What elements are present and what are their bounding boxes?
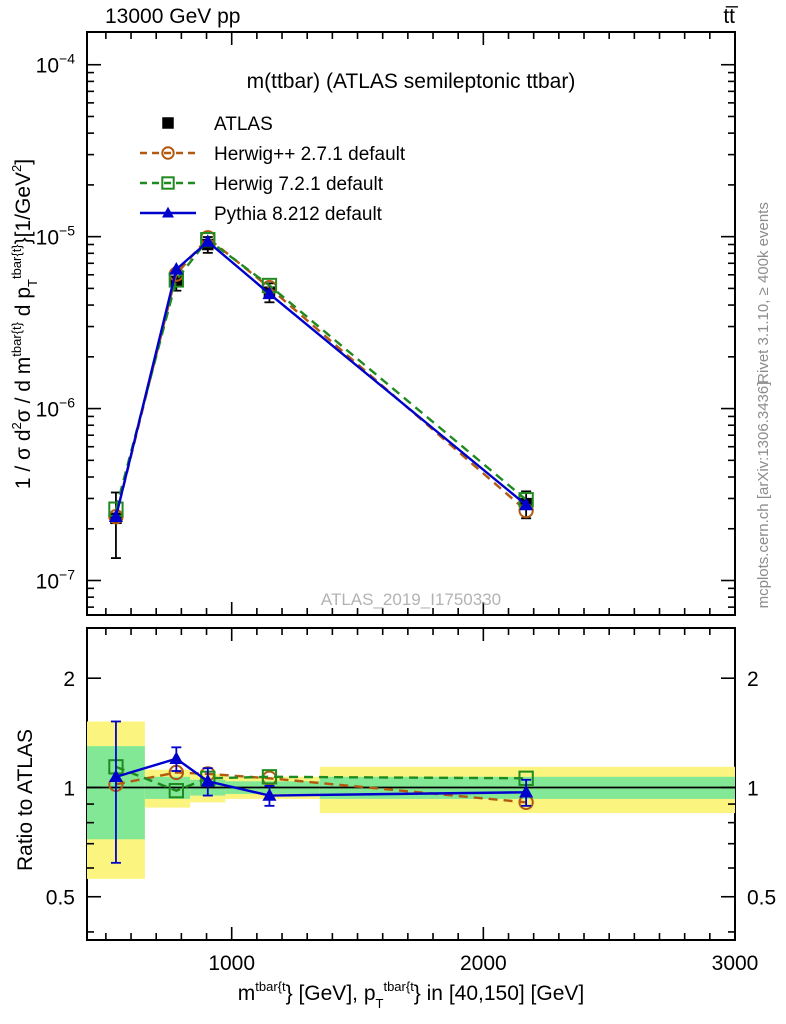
legend-label: Herwig 7.2.1 default — [214, 174, 384, 195]
header-right-label: tt̅ — [723, 5, 739, 28]
xlabel-sup-1: tbar{t — [255, 979, 286, 994]
xlabel-sup-2: tbar{t — [383, 979, 414, 994]
series-pythia — [108, 234, 534, 522]
ratio-y-tick-label-right-0: 2 — [747, 668, 759, 691]
ratio-panel: 2 21 10.5 0.5 Ratio to ATLAS mtbar{t} [GeV]… — [14, 627, 776, 1011]
data-marker-triangle-filled — [200, 773, 215, 787]
mcplots-reference-label: mcplots.cern.ch [arXiv:1306.3436] — [755, 382, 772, 609]
analysis-watermark: ATLAS_2019_I1750330 — [321, 590, 501, 609]
xlabel-sub-1: T — [375, 996, 383, 1011]
data-marker-triangle-filled — [262, 286, 277, 300]
data-marker-triangle-filled — [519, 784, 534, 798]
data-marker-triangle-filled — [108, 769, 123, 783]
x-tick-label-0: 1000 — [208, 952, 255, 975]
data-marker-square-open — [261, 769, 278, 785]
legend: ATLAS Herwig++ 2.7.1 default Herwig 7.2.1 … — [140, 114, 406, 225]
main-y-tick-label-0: 10−4 — [36, 51, 76, 78]
ylabel-sup-2: tbar{t} — [9, 321, 24, 356]
ratio-y-tick-label-right-1: 1 — [747, 777, 759, 800]
ylabel-part-d: }[1/GeV — [12, 172, 35, 244]
ratio-y-tick-label-right-2: 0.5 — [747, 887, 776, 910]
ylabel-sup-3: tbar{t} — [9, 244, 24, 279]
ratio-axis-ticks — [87, 628, 736, 940]
main-plot-frame — [86, 31, 736, 616]
data-marker-square-open — [161, 176, 175, 190]
ratio-error-bar — [110, 720, 121, 864]
main-y-axis-title: 1 / σ d2σ / d mtbar{t} d pTtbar{t}}[1/Ge… — [9, 159, 40, 489]
data-marker-square-filled — [162, 117, 174, 129]
data-marker-circle-open — [161, 146, 175, 160]
ratio-uncertainty-bands — [87, 721, 735, 879]
data-marker-triangle-filled — [162, 206, 174, 218]
data-marker-triangle-filled — [169, 751, 184, 764]
xlabel-part-c: } in [40,150] [GeV] — [414, 982, 584, 1005]
data-marker-triangle-filled — [169, 262, 184, 275]
x-tick-label-1: 2000 — [460, 952, 507, 975]
ylabel-part-c: d p — [12, 287, 35, 322]
main-data-series — [108, 230, 534, 559]
main-axis-ticks — [87, 32, 736, 615]
ylabel-sup-4: 2 — [9, 165, 24, 172]
x-axis-tick-labels: 1000 2000 3000 — [208, 952, 758, 975]
ratio-y-axis-title: Ratio to ATLAS — [14, 729, 37, 871]
ylabel-part-e: ] — [12, 159, 35, 165]
main-panel: 10−4 10−5 10−6 10−7 1 / σ d2σ / d mtbar{t} … — [9, 31, 736, 616]
data-marker-triangle-filled — [108, 509, 123, 522]
main-y-tick-label-2: 10−6 — [36, 395, 76, 422]
svg-text:1 / σ d2σ / d mtbar{t} d pTtba: 1 / σ d2σ / d mtbar{t} d pTtbar{t}}[1/Ge… — [9, 159, 40, 489]
ylabel-part-a: 1 / σ d — [12, 429, 35, 489]
main-axis-tick-labels: 10−4 10−5 10−6 10−7 — [36, 51, 76, 594]
ratio-axis-tick-labels: 2 2 1 1 0.5 0.5 — [46, 668, 776, 910]
svg-text:mtbar{t} [GeV], pTtbar{t} in [: mtbar{t} [GeV], pTtbar{t} in [40,150] [G… — [238, 979, 585, 1011]
ylabel-part-b: σ / d m — [12, 357, 35, 422]
main-plot-title: m(ttbar) (ATLAS semileptonic ttbar) — [247, 70, 576, 93]
ratio-y-tick-label-left-2: 0.5 — [46, 887, 75, 910]
data-marker-triangle-filled — [262, 788, 277, 801]
xlabel-part-a: m — [238, 982, 256, 1005]
header-left-label: 13000 GeV pp — [105, 5, 240, 28]
legend-item-0[interactable]: ATLAS — [162, 114, 273, 135]
legend-label: Pythia 8.212 default — [214, 204, 383, 225]
ylabel-sup-1: 2 — [9, 422, 24, 429]
x-tick-label-2: 3000 — [712, 952, 759, 975]
legend-item-2[interactable]: Herwig 7.2.1 default — [140, 174, 384, 195]
legend-item-3[interactable]: Pythia 8.212 default — [140, 204, 383, 225]
data-marker-triangle-filled — [519, 497, 534, 511]
ratio-y-tick-label-left-0: 2 — [63, 668, 75, 691]
legend-item-1[interactable]: Herwig++ 2.7.1 default — [140, 144, 406, 165]
ratio-series-pythia — [108, 720, 534, 864]
ratio-y-tick-label-left-1: 1 — [63, 777, 75, 800]
x-axis-title: mtbar{t} [GeV], pTtbar{t} in [40,150] [G… — [238, 979, 585, 1011]
legend-label: Herwig++ 2.7.1 default — [214, 144, 406, 165]
xlabel-part-b: } [GeV], p — [286, 982, 376, 1005]
rivet-version-label: Rivet 3.1.10, ≥ 400k events — [755, 202, 772, 384]
legend-label: ATLAS — [214, 114, 273, 135]
main-y-tick-label-1: 10−5 — [36, 223, 76, 250]
ylabel-sub-1: T — [25, 279, 40, 287]
main-y-tick-label-3: 10−7 — [36, 567, 76, 594]
data-marker-triangle-filled — [200, 234, 215, 247]
data-marker-square-open — [168, 783, 184, 799]
ratio-data-series — [108, 720, 534, 864]
